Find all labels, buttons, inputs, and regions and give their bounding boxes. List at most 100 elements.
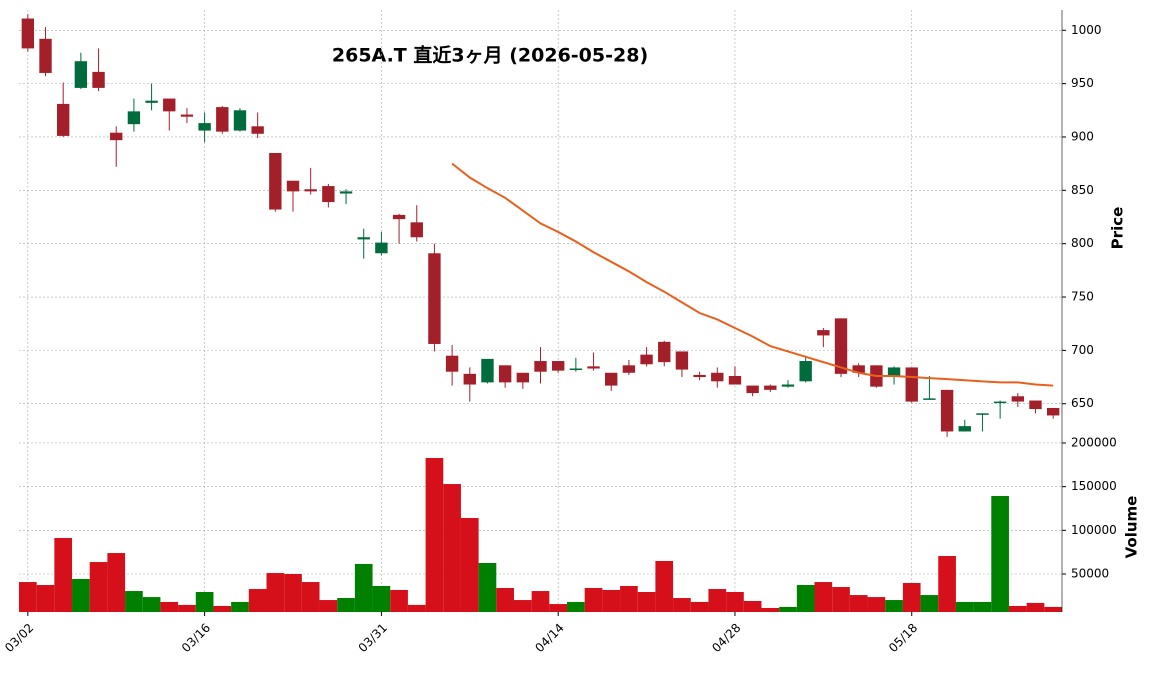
volume-bar [779,606,797,612]
y-tick-label: 700 [1071,343,1094,357]
volume-bar [902,582,921,612]
candle-body [180,114,194,117]
volume-bar [354,563,373,612]
y-tick-label: 850 [1071,183,1094,197]
volume-bar [407,604,426,612]
candle-body [516,372,530,383]
volume-bar [655,560,674,612]
volume-bar [213,605,232,612]
candle-body [481,358,494,383]
candle-body [110,132,123,141]
volume-bar [743,600,762,612]
volume-bar [36,585,55,612]
volume-bar [372,585,391,612]
candle-body [940,389,954,432]
volume-bar [301,582,320,612]
candle-body [605,372,618,386]
candle-body [728,375,742,385]
candle-body [304,189,317,192]
candle-body [251,126,264,134]
candle-body [92,71,105,88]
candle-body [834,318,848,374]
y-axis-label: Price [1109,207,1127,250]
volume-bar [72,578,90,612]
x-tick-label: 04/28 [709,621,743,655]
candle-body [746,385,759,394]
candle-body [675,351,689,370]
volume-bar [1044,606,1062,612]
volume-bar [584,587,603,612]
y-tick-label: 50000 [1071,567,1109,581]
candle-body [233,110,247,131]
volume-bar [761,607,780,612]
volume-bar [708,589,727,612]
volume-bar [460,518,479,612]
volume-bar [284,574,302,612]
candle-body [39,38,52,73]
y-tick-label: 200000 [1071,435,1117,449]
volume-bar [89,562,108,612]
candle-body [569,368,583,371]
volume-bar [690,601,709,612]
candle-body [693,374,706,378]
volume-bar [19,582,37,612]
candle-body [799,361,812,382]
volume-bar [920,595,939,612]
volume-bar [443,484,461,612]
candle-body [392,214,406,220]
candle-body [322,186,335,203]
candle-body [21,18,35,49]
x-tick-label: 04/14 [532,621,566,655]
candle-body [198,123,211,131]
volume-bar [955,601,974,612]
candle-body [711,372,724,382]
volume-bar [531,591,550,612]
volume-bar [938,556,956,612]
volume-bar [726,591,744,612]
volume-bar [54,538,73,612]
candle-body [905,367,918,402]
volume-bar [337,598,355,612]
volume-bar [478,562,497,612]
volume-bar [195,591,214,612]
volume-bar [849,595,868,612]
volume-bar [973,601,992,612]
candle-body [498,365,512,383]
y-tick-label: 1000 [1071,23,1102,37]
volume-bar [832,587,850,612]
candle-body [923,398,936,400]
candle-body [269,152,282,210]
candle-body [1046,407,1060,416]
y-tick-label: 750 [1071,290,1094,304]
candle-body [534,361,547,372]
candle-body [127,111,141,125]
y-tick-label: 100000 [1071,523,1117,537]
candle-body [976,413,989,415]
volume-bar [142,597,161,612]
candle-body [852,365,865,373]
volume-bar [248,589,267,612]
candle-body [958,426,971,432]
volume-bar [796,585,815,612]
candle-body [640,354,653,365]
chart-title: 265A.T 直近3ヶ月 (2026-05-28) [332,44,648,67]
volume-bar [319,600,338,612]
y-tick-label: 900 [1071,129,1094,143]
y-tick-label: 150000 [1071,479,1117,493]
volume-bar [231,601,249,612]
candle-body [622,365,636,373]
volume-bar [885,600,903,612]
x-tick-label: 03/02 [2,621,36,655]
volume-bar [390,589,408,612]
candle-body [286,180,300,192]
volume-bar [567,601,585,612]
x-tick-label: 03/31 [356,621,390,655]
candle-body [1011,396,1024,402]
x-tick-label: 03/16 [179,621,213,655]
volume-bar [1026,602,1045,612]
y-tick-label: 950 [1071,76,1094,90]
volume-bar [125,591,143,612]
candle-body [163,98,176,112]
volume-bar [602,589,621,612]
